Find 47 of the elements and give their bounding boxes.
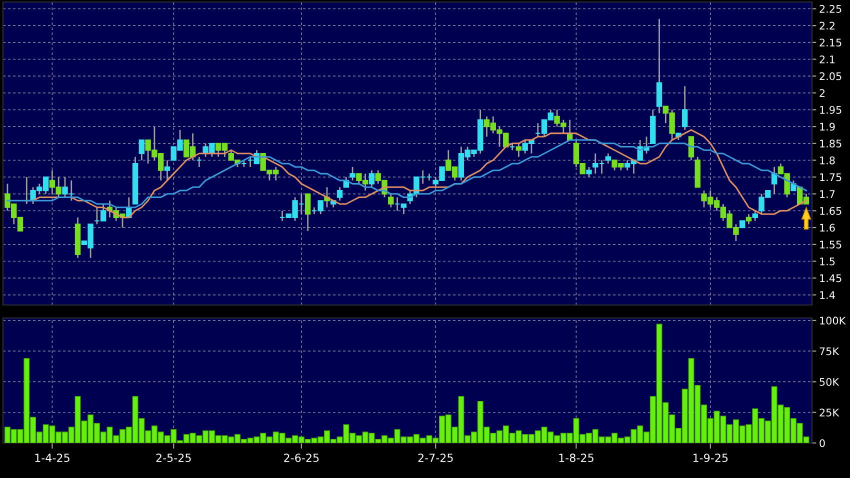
y-tick-label: 0 — [820, 439, 825, 448]
y-tick-label: 1.8 — [820, 156, 835, 164]
y-tick-label: 1.5 — [820, 258, 835, 266]
candlestick — [656, 18, 662, 114]
candlestick — [586, 166, 592, 178]
y-tick-label: 1.55 — [820, 240, 842, 249]
candlestick — [746, 213, 752, 225]
x-tick-label: 1-4-25 — [35, 454, 70, 462]
candlestick — [688, 136, 694, 161]
candlestick — [426, 173, 432, 182]
y-tick-label: 2.25 — [820, 4, 842, 13]
y-tick-label: 2.15 — [820, 38, 842, 47]
candlestick — [516, 142, 522, 158]
y-tick-label: 1.65 — [820, 206, 842, 215]
candlestick — [388, 193, 394, 208]
candlestick — [752, 210, 758, 222]
y-tick-label: 25K — [820, 408, 840, 416]
y-tick-label: 1.9 — [820, 122, 835, 131]
candlestick — [605, 152, 612, 164]
y-tick-label: 1.95 — [820, 106, 842, 114]
y-tick-label: 1.4 — [820, 291, 835, 299]
candlestick — [138, 139, 145, 161]
candlestick — [304, 193, 311, 232]
y-tick-label: 1.7 — [820, 190, 835, 198]
y-tick-label: 1.6 — [820, 224, 835, 232]
x-tick-label: 2-6-25 — [284, 454, 319, 462]
y-tick-label: 50K — [820, 378, 840, 386]
y-tick-label: 2.05 — [820, 72, 842, 80]
x-tick-label: 2-7-25 — [418, 454, 453, 462]
candlestick — [350, 166, 356, 182]
y-tick-label: 2.2 — [820, 22, 834, 30]
y-tick-label: 2.1 — [820, 55, 835, 64]
y-tick-label: 1.75 — [820, 173, 842, 182]
y-tick-label: 2 — [820, 89, 825, 97]
y-tick-label: 1.85 — [820, 140, 842, 148]
candlestick — [196, 156, 202, 168]
candlestick — [164, 160, 170, 182]
y-tick-label: 1.45 — [820, 274, 842, 282]
x-tick-label: 1-9-25 — [693, 454, 728, 462]
y-tick-label: 75K — [820, 347, 840, 356]
x-tick-label: 2-5-25 — [156, 454, 191, 462]
y-tick-label: 100K — [820, 316, 846, 325]
candlestick — [790, 180, 796, 192]
x-tick-label: 1-8-25 — [559, 454, 594, 462]
candlestick — [336, 186, 343, 202]
candlestick — [682, 85, 688, 131]
candlestick — [368, 170, 375, 188]
